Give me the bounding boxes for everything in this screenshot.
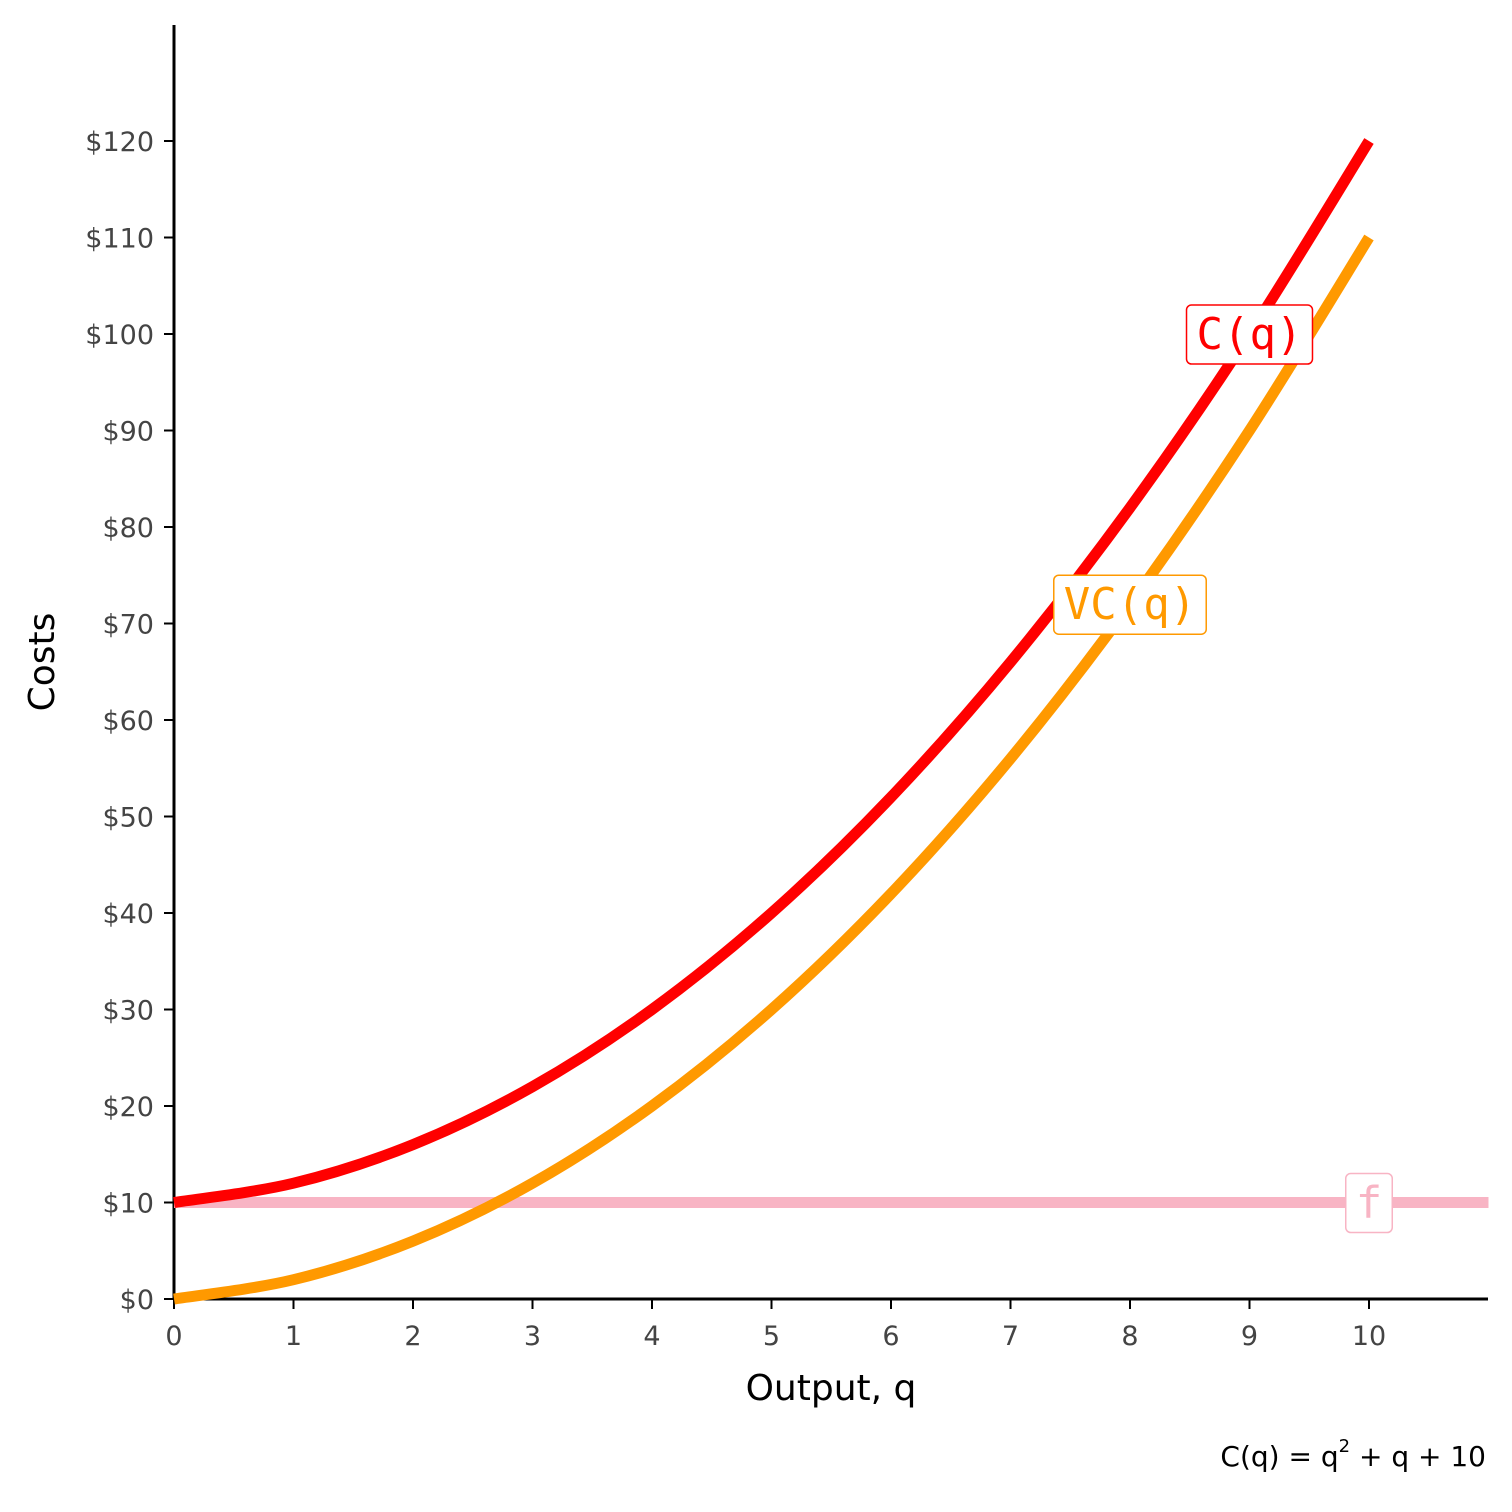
cost-function-caption: C(q) = q2 + q + 10	[1220, 1436, 1486, 1473]
curve-label-cq: C(q)	[1185, 304, 1314, 365]
x-tick-label: 5	[763, 1321, 780, 1352]
label-layer: C(q) VC(q) f	[1053, 304, 1393, 1234]
caption-suffix: + q + 10	[1350, 1440, 1486, 1473]
caption-superscript: 2	[1339, 1436, 1350, 1457]
y-tick-label: $40	[102, 899, 154, 930]
y-tick-label: $110	[85, 224, 154, 255]
y-tick-label: $120	[85, 127, 154, 158]
y-tick-label: $80	[102, 513, 154, 544]
curve-label-box	[1185, 304, 1314, 365]
curve-label-text: C(q)	[1197, 309, 1303, 360]
y-ticks: $0 $10 $20 $30 $40 $50 $60 $70 $80 $90 $100 $110 $12…	[85, 127, 174, 1316]
y-tick-label: $60	[102, 706, 154, 737]
curve-label-f: f	[1345, 1172, 1393, 1234]
x-tick-label: 6	[882, 1321, 899, 1352]
x-tick-label: 1	[285, 1321, 302, 1352]
y-tick-label: $20	[102, 1092, 154, 1123]
y-tick-label: $50	[102, 803, 154, 834]
x-tick-label: 9	[1241, 1321, 1258, 1352]
axes	[172, 25, 1488, 1301]
curve-label-text: VC(q)	[1064, 579, 1196, 630]
x-tick-label: 7	[1002, 1321, 1019, 1352]
series-layer	[173, 138, 1489, 1305]
caption-prefix: C(q) = q	[1220, 1440, 1338, 1473]
curve-label-vcq: VC(q)	[1053, 574, 1207, 635]
x-axis-title: Output, q	[746, 1368, 917, 1409]
series-line-vcq	[173, 234, 1374, 1305]
y-axis-title: Costs	[22, 613, 63, 712]
series-line-cq	[173, 138, 1374, 1208]
x-ticks: 0 1 2 3 4 5 6 7 8 9 10	[165, 1299, 1386, 1352]
y-tick-label: $30	[102, 996, 154, 1027]
x-tick-label: 3	[524, 1321, 541, 1352]
x-tick-label: 2	[404, 1321, 421, 1352]
y-tick-label: $90	[102, 417, 154, 448]
x-tick-label: 0	[165, 1321, 182, 1352]
y-tick-label: $100	[85, 320, 154, 351]
curve-label-text: f	[1356, 1178, 1383, 1229]
y-tick-label: $10	[102, 1189, 154, 1220]
x-tick-label: 10	[1352, 1321, 1386, 1352]
curve-label-box	[1053, 574, 1207, 635]
x-tick-label: 4	[643, 1321, 660, 1352]
y-tick-label: $0	[120, 1285, 154, 1316]
x-tick-label: 8	[1121, 1321, 1138, 1352]
curve-label-box	[1345, 1172, 1393, 1234]
y-tick-label: $70	[102, 610, 154, 641]
